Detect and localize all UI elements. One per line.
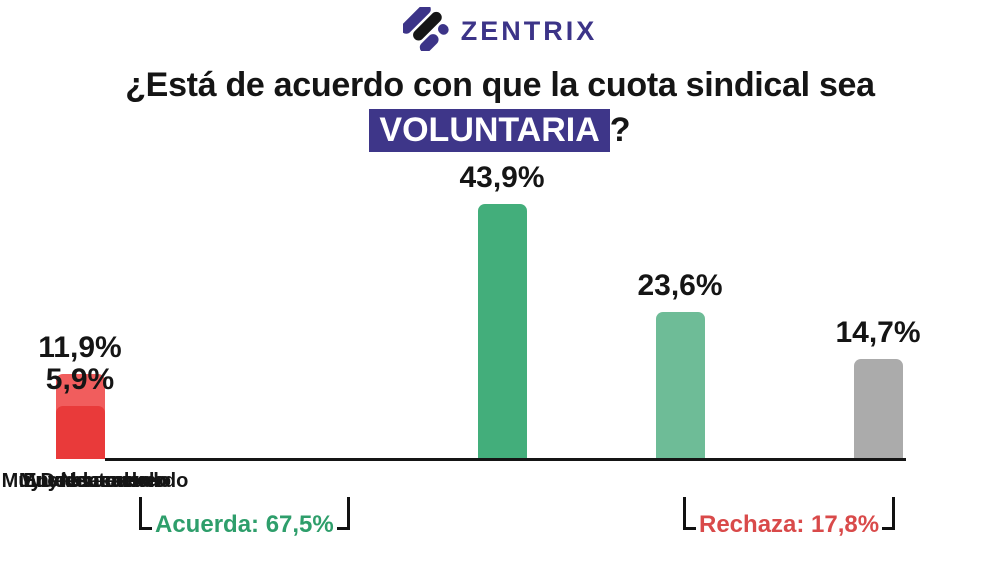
category-label-en-desacuerdo: En desacuerdo — [23, 470, 167, 492]
x-axis-baseline — [105, 458, 906, 461]
value-label: 11,9% — [38, 331, 122, 364]
rechaza-total-label: Rechaza: 17,8% — [699, 511, 880, 538]
chart-title: ¿Está de acuerdo con que la cuota sindic… — [0, 66, 1000, 153]
title-line1: ¿Está de acuerdo con que la cuota sindic… — [125, 66, 875, 104]
zentrix-logo-icon — [400, 3, 449, 56]
bracket-arm-right — [882, 497, 896, 530]
bar-group-muy-de-acuerdo: 43,9% — [422, 161, 582, 459]
value-label: 23,6% — [637, 269, 723, 302]
value-label: 14,7% — [835, 316, 921, 349]
category-label-neutral: Neutral — [60, 470, 130, 492]
bar-group-muy-en-desacuerdo: 5,9% — [0, 363, 160, 459]
bar-group-neutral: 14,7% — [798, 316, 958, 459]
acuerda-bracket: Acuerda: 67,5% — [139, 497, 350, 538]
title-suffix: ? — [609, 111, 631, 150]
category-label-de-acuerdo: De acuerdo — [40, 470, 150, 492]
bar-muy-en-desacuerdo — [55, 406, 105, 459]
bar-muy-de-acuerdo — [477, 204, 527, 459]
bracket-arm-right — [336, 497, 350, 530]
category-label-muy-en-desacuerdo: Muy en desacuerdo — [1, 470, 189, 492]
value-label: 5,9% — [45, 363, 115, 396]
brand-name: ZENTRIX — [460, 15, 598, 46]
rechaza-bracket: Rechaza: 17,8% — [683, 497, 896, 537]
category-label-muy-de-acuerdo: Muy de acuerdo — [18, 470, 172, 492]
bar-group-de-acuerdo: 23,6% — [600, 269, 760, 459]
title-highlight: VOLUNTARIA — [369, 109, 610, 153]
bracket-arm-left — [683, 497, 696, 530]
bar-de-acuerdo — [655, 312, 705, 459]
bracket-arm-left — [139, 497, 152, 530]
bar-neutral — [853, 359, 903, 459]
value-label: 43,9% — [459, 161, 545, 194]
logo: ZENTRIX — [0, 3, 1000, 57]
title-line2: VOLUNTARIA? — [0, 109, 1000, 153]
acuerda-total-label: Acuerda: 67,5% — [155, 511, 334, 538]
